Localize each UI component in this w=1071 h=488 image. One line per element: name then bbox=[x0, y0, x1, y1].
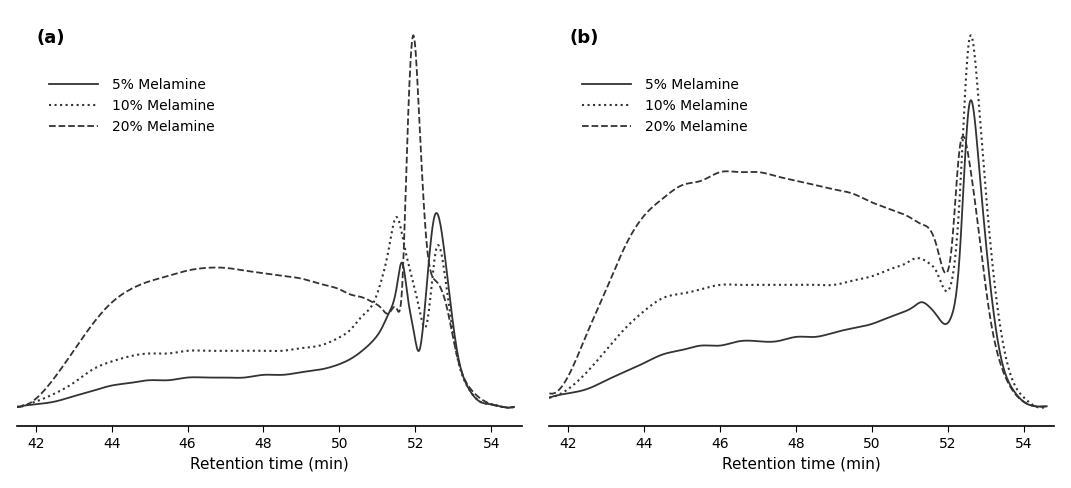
5% Melamine bbox=[502, 405, 515, 410]
20% Melamine bbox=[327, 284, 340, 290]
20% Melamine bbox=[956, 133, 969, 139]
5% Melamine bbox=[845, 325, 858, 331]
10% Melamine bbox=[1035, 405, 1047, 411]
X-axis label: Retention time (min): Retention time (min) bbox=[723, 456, 881, 471]
20% Melamine bbox=[439, 299, 452, 305]
10% Melamine bbox=[299, 345, 312, 350]
10% Melamine bbox=[439, 277, 452, 283]
20% Melamine bbox=[508, 404, 521, 410]
5% Melamine bbox=[1040, 404, 1053, 409]
5% Melamine bbox=[964, 97, 977, 103]
10% Melamine bbox=[312, 343, 325, 349]
Line: 20% Melamine: 20% Melamine bbox=[549, 136, 1046, 407]
Legend: 5% Melamine, 10% Melamine, 20% Melamine: 5% Melamine, 10% Melamine, 20% Melamine bbox=[576, 73, 753, 140]
20% Melamine bbox=[11, 404, 24, 410]
20% Melamine bbox=[312, 281, 325, 286]
20% Melamine bbox=[407, 32, 420, 38]
5% Melamine bbox=[388, 298, 401, 304]
10% Melamine bbox=[502, 405, 515, 411]
5% Melamine bbox=[327, 363, 340, 369]
Line: 10% Melamine: 10% Melamine bbox=[549, 35, 1046, 408]
10% Melamine bbox=[327, 338, 340, 344]
5% Melamine bbox=[573, 388, 586, 394]
5% Melamine bbox=[439, 259, 452, 264]
20% Melamine bbox=[388, 304, 401, 310]
5% Melamine bbox=[920, 302, 933, 307]
10% Melamine bbox=[388, 220, 401, 225]
Text: (b): (b) bbox=[570, 29, 599, 47]
5% Melamine bbox=[299, 368, 312, 374]
20% Melamine bbox=[1035, 404, 1047, 409]
5% Melamine bbox=[971, 155, 984, 161]
20% Melamine bbox=[920, 224, 933, 229]
5% Melamine bbox=[1034, 404, 1046, 409]
20% Melamine bbox=[573, 347, 586, 353]
20% Melamine bbox=[832, 187, 845, 193]
10% Melamine bbox=[964, 32, 977, 38]
5% Melamine bbox=[860, 323, 873, 328]
Text: (a): (a) bbox=[36, 29, 65, 47]
20% Melamine bbox=[845, 190, 858, 196]
20% Melamine bbox=[41, 384, 54, 390]
10% Melamine bbox=[508, 404, 521, 410]
10% Melamine bbox=[41, 394, 54, 400]
5% Melamine bbox=[41, 400, 54, 406]
10% Melamine bbox=[860, 275, 873, 281]
Line: 10% Melamine: 10% Melamine bbox=[17, 217, 514, 408]
20% Melamine bbox=[971, 224, 984, 230]
20% Melamine bbox=[543, 390, 556, 396]
20% Melamine bbox=[502, 405, 515, 410]
Line: 20% Melamine: 20% Melamine bbox=[17, 35, 514, 407]
5% Melamine bbox=[312, 367, 325, 373]
Line: 5% Melamine: 5% Melamine bbox=[549, 100, 1046, 407]
Legend: 5% Melamine, 10% Melamine, 20% Melamine: 5% Melamine, 10% Melamine, 20% Melamine bbox=[44, 73, 221, 140]
5% Melamine bbox=[543, 395, 556, 401]
10% Melamine bbox=[543, 395, 556, 401]
10% Melamine bbox=[920, 259, 933, 264]
20% Melamine bbox=[1040, 404, 1053, 409]
10% Melamine bbox=[971, 94, 984, 100]
10% Melamine bbox=[832, 281, 845, 287]
5% Melamine bbox=[11, 404, 24, 410]
Line: 5% Melamine: 5% Melamine bbox=[17, 213, 514, 407]
10% Melamine bbox=[1040, 404, 1053, 409]
10% Melamine bbox=[390, 214, 403, 220]
5% Melamine bbox=[832, 328, 845, 334]
10% Melamine bbox=[573, 376, 586, 382]
X-axis label: Retention time (min): Retention time (min) bbox=[190, 456, 348, 471]
5% Melamine bbox=[429, 210, 442, 216]
20% Melamine bbox=[299, 277, 312, 283]
5% Melamine bbox=[508, 404, 521, 410]
10% Melamine bbox=[845, 278, 858, 284]
20% Melamine bbox=[860, 197, 873, 203]
10% Melamine bbox=[11, 404, 24, 410]
